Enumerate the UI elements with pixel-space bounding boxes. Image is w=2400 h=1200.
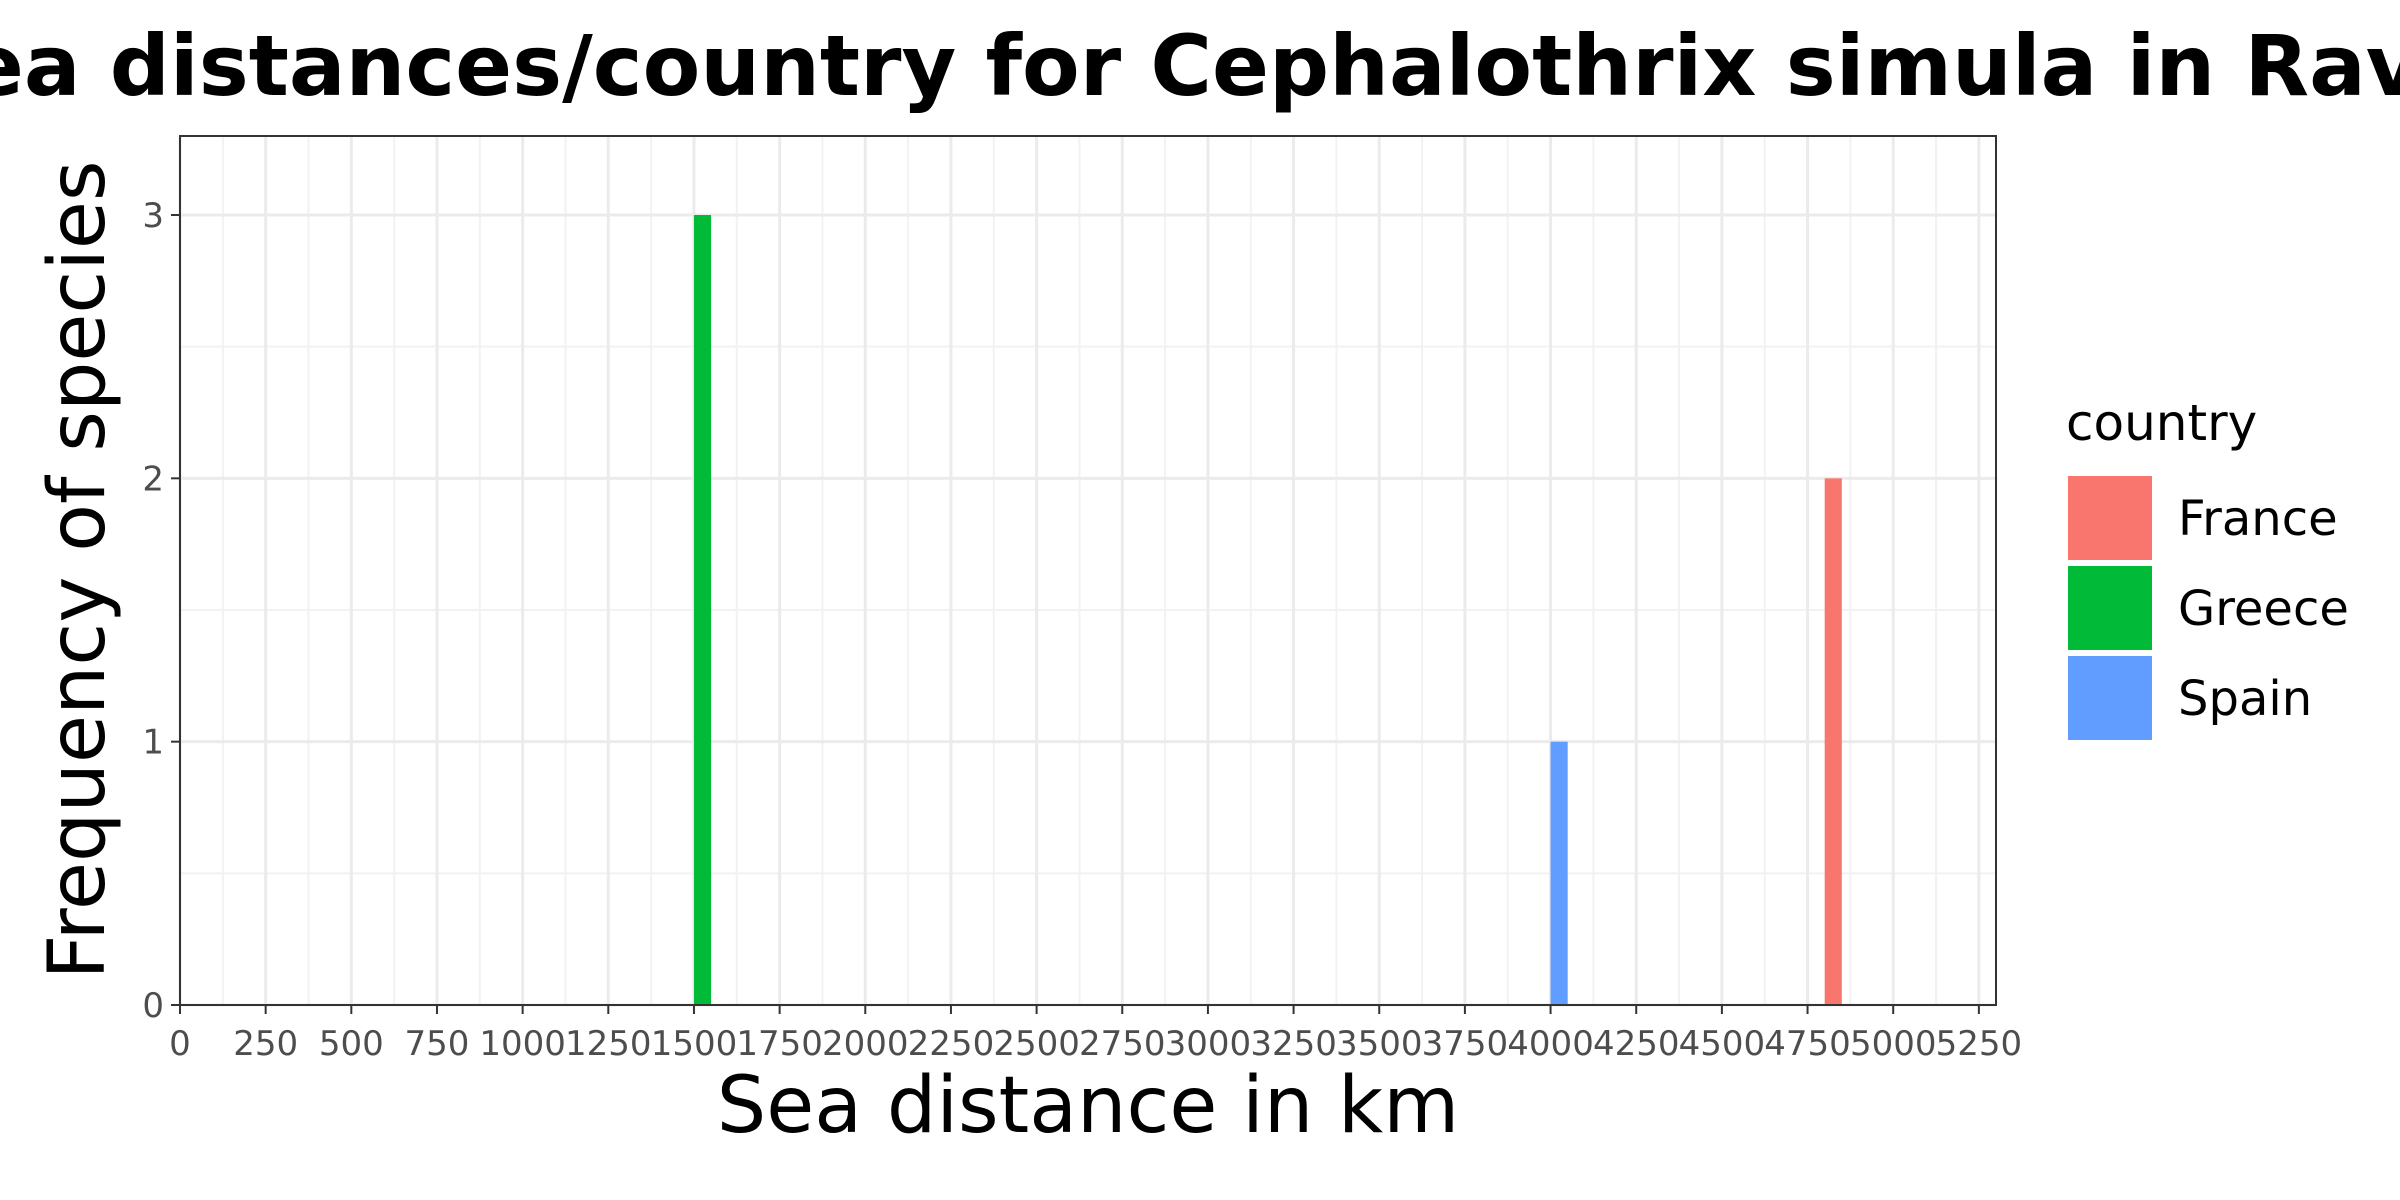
x-tick-label: 3500	[1336, 1024, 1423, 1064]
legend: country France Greece Spain	[2066, 394, 2349, 740]
y-tick-label: 3	[142, 196, 164, 236]
chart-title: es of Sea distances/country for Cephalot…	[0, 17, 2400, 115]
x-tick-label: 2500	[993, 1024, 1080, 1064]
y-tick-label: 2	[142, 459, 164, 499]
x-axis: 0 250 500 750 1000 1250 1500 1750 2000 2250 2500 27…	[169, 1005, 2022, 1064]
legend-label-greece: Greece	[2178, 581, 2349, 637]
bar-france	[1824, 478, 1842, 1005]
x-tick-label: 1500	[651, 1024, 738, 1064]
panel-background	[180, 136, 1996, 1005]
x-tick-label: 4250	[1593, 1024, 1680, 1064]
panel-border	[179, 135, 1997, 1006]
x-tick-label: 2750	[1079, 1024, 1166, 1064]
x-tick-label: 2000	[822, 1024, 909, 1064]
legend-label-spain: Spain	[2178, 671, 2312, 727]
x-tick-label: 0	[169, 1024, 191, 1064]
x-tick-label: 1750	[736, 1024, 823, 1064]
legend-key-spain	[2068, 656, 2152, 740]
bars	[693, 215, 1842, 1005]
x-tick-label: 1000	[479, 1024, 566, 1064]
x-tick-label: 3000	[1165, 1024, 1252, 1064]
x-tick-label: 5000	[1850, 1024, 1937, 1064]
legend-key-france	[2068, 476, 2152, 560]
y-axis-title: Frequency of species	[33, 160, 123, 979]
x-tick-label: 3750	[1422, 1024, 1509, 1064]
x-tick-label: 5250	[1936, 1024, 2023, 1064]
x-axis-title: Sea distance in km	[717, 1061, 1459, 1151]
x-tick-label: 3250	[1250, 1024, 1337, 1064]
legend-entries: France Greece Spain	[2068, 476, 2349, 740]
grid-minor	[180, 136, 1996, 1005]
y-tick-label: 1	[142, 723, 164, 763]
legend-key-greece	[2068, 566, 2152, 650]
y-tick-label: 0	[142, 986, 164, 1026]
x-tick-label: 500	[319, 1024, 384, 1064]
plot-panel	[178, 135, 1997, 1007]
y-axis: 0 1 2 3	[142, 196, 180, 1026]
bar-spain	[1550, 741, 1568, 1005]
x-tick-label: 250	[233, 1024, 298, 1064]
x-tick-label: 2250	[908, 1024, 995, 1064]
legend-title: country	[2066, 394, 2257, 452]
x-tick-label: 4000	[1507, 1024, 1594, 1064]
x-tick-label: 4750	[1764, 1024, 1851, 1064]
x-tick-label: 1250	[565, 1024, 652, 1064]
bar-greece	[693, 215, 712, 1005]
legend-label-france: France	[2178, 491, 2338, 547]
x-tick-label: 750	[405, 1024, 470, 1064]
x-tick-label: 4500	[1679, 1024, 1766, 1064]
